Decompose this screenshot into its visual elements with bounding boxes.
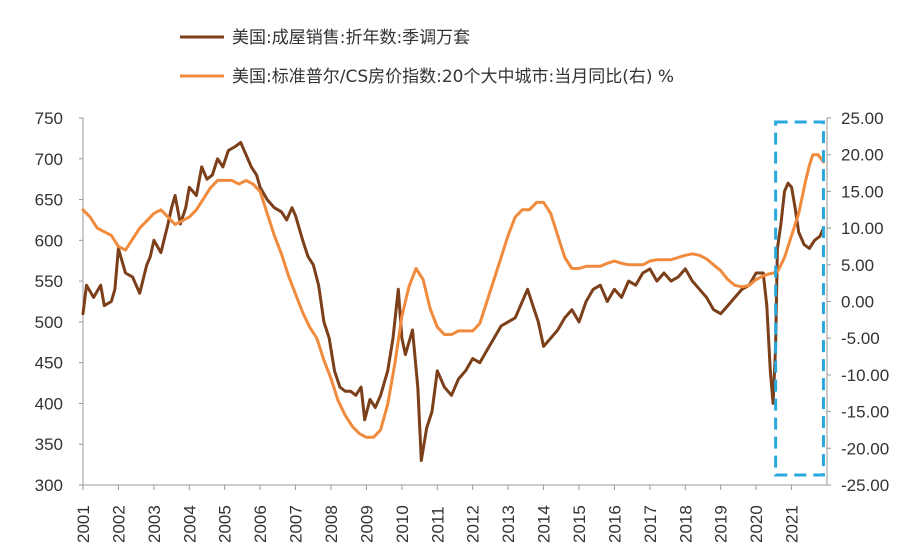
x-tick-label: 2016 <box>605 505 624 543</box>
x-tick-label: 2014 <box>535 505 554 543</box>
x-tick-label: 2003 <box>145 505 164 543</box>
x-tick-label: 2008 <box>322 505 341 543</box>
x-tick-label: 2006 <box>251 505 270 543</box>
legend-label-1: 美国:成屋销售:折年数:季调万套 <box>232 28 470 48</box>
highlight-box <box>774 120 825 477</box>
x-tick-label: 2011 <box>428 506 447 543</box>
x-tick-label: 2004 <box>180 505 199 543</box>
left-tick-label: 500 <box>35 313 63 332</box>
right-tick-label: 5.00 <box>841 256 874 275</box>
x-tick-label: 2012 <box>464 505 483 543</box>
series-layer <box>81 141 825 462</box>
x-tick-label: 2020 <box>747 505 766 543</box>
left-tick-label: 750 <box>35 109 63 128</box>
right-tick-label: -10.00 <box>841 366 889 385</box>
right-tick-label: 25.00 <box>841 109 884 128</box>
legend: 美国:成屋销售:折年数:季调万套美国:标准普尔/CS房价指数:20个大中城市:当… <box>180 28 674 87</box>
x-tick-label: 2018 <box>676 505 695 543</box>
legend-label-2: 美国:标准普尔/CS房价指数:20个大中城市:当月同比(右) % <box>232 67 674 87</box>
right-tick-label: -20.00 <box>841 439 889 458</box>
x-tick-label: 2009 <box>357 505 376 543</box>
right-tick-label: 10.00 <box>841 219 884 238</box>
series-line-2 <box>81 153 825 439</box>
x-tick-label: 2017 <box>641 505 660 543</box>
right-tick-label: -15.00 <box>841 403 889 422</box>
x-tick-label: 2015 <box>570 505 589 543</box>
right-tick-label: 15.00 <box>841 182 884 201</box>
x-tick-label: 2013 <box>499 505 518 543</box>
x-tick-label: 2007 <box>287 505 306 543</box>
left-tick-label: 400 <box>35 394 63 413</box>
right-tick-label: 20.00 <box>841 146 884 165</box>
axes: 300 350 400 450 500 550 600 650 700 750 -25.00 -20.… <box>35 109 890 543</box>
overlay <box>774 120 825 477</box>
x-tick-label: 2002 <box>109 505 128 543</box>
left-tick-label: 600 <box>35 231 63 250</box>
left-tick-label: 300 <box>35 476 63 495</box>
right-tick-label: -5.00 <box>841 329 880 348</box>
x-tick-label: 2005 <box>216 505 235 543</box>
left-tick-label: 550 <box>35 272 63 291</box>
right-tick-label: -25.00 <box>841 476 889 495</box>
left-tick-label: 700 <box>35 150 63 169</box>
series-line-1 <box>81 141 825 462</box>
right-tick-label: 0.00 <box>841 293 874 312</box>
x-tick-label: 2021 <box>783 505 802 543</box>
left-tick-label: 350 <box>35 435 63 454</box>
x-tick-label: 2019 <box>712 505 731 543</box>
x-tick-label: 2010 <box>393 505 412 543</box>
left-tick-label: 450 <box>35 354 63 373</box>
x-tick-label: 2001 <box>74 505 93 543</box>
left-tick-label: 650 <box>35 191 63 210</box>
